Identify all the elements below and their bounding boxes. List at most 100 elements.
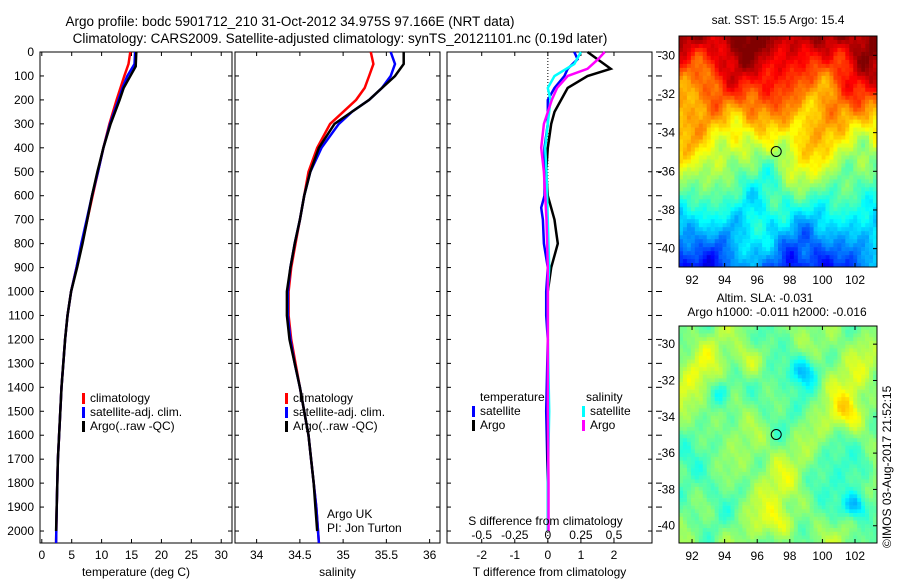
heatmap-cell	[825, 326, 830, 331]
heatmap-cell	[861, 408, 866, 413]
heatmap-cell	[766, 123, 771, 128]
heatmap-cell	[766, 195, 771, 200]
heatmap-cell	[805, 119, 810, 124]
y-tick-label: 1000	[7, 285, 34, 299]
heatmap-cell	[833, 199, 838, 204]
heatmap-cell	[679, 227, 684, 232]
heatmap-cell	[774, 374, 779, 379]
heatmap-cell	[837, 119, 842, 124]
heatmap-cell	[778, 175, 783, 180]
heatmap-cell	[738, 47, 743, 53]
heatmap-cell	[718, 393, 723, 398]
heatmap-cell	[738, 147, 743, 152]
heatmap-cell	[698, 119, 704, 124]
heatmap-cell	[778, 235, 783, 240]
heatmap-cell	[833, 329, 838, 334]
heatmap-cell	[679, 367, 684, 372]
heatmap-cell	[774, 412, 779, 417]
heatmap-cell	[718, 191, 723, 196]
heatmap-cell	[774, 127, 779, 132]
heatmap-cell	[837, 427, 842, 432]
x-tick-label: 102	[845, 273, 865, 287]
heatmap-cell	[821, 243, 826, 248]
heatmap-cell	[865, 195, 870, 200]
heatmap-cell	[738, 211, 743, 216]
heatmap-cell	[833, 231, 838, 236]
heatmap-cell	[718, 430, 723, 435]
heatmap-cell	[805, 337, 810, 342]
heatmap-cell	[766, 43, 771, 49]
heatmap-cell	[817, 183, 822, 188]
heatmap-cell	[833, 359, 838, 364]
figure-title: Argo profile: bodc 5901712_210 31-Oct-20…	[65, 14, 514, 29]
heatmap-cell	[845, 207, 850, 212]
heatmap-cell	[698, 337, 704, 342]
heatmap-cell	[817, 227, 822, 232]
heatmap-cell	[873, 51, 878, 57]
heatmap-cell	[857, 453, 862, 458]
heatmap-cell	[853, 441, 858, 447]
heatmap-cell	[821, 397, 826, 402]
heatmap-cell	[698, 393, 704, 398]
heatmap-cell	[730, 139, 735, 144]
heatmap-cell	[805, 139, 810, 144]
heatmap-cell	[702, 340, 708, 346]
heatmap-cell	[805, 155, 810, 160]
heatmap-cell	[766, 326, 771, 331]
heatmap-cell	[821, 119, 826, 124]
heatmap-cell	[861, 255, 866, 260]
heatmap-cell	[742, 79, 747, 85]
heatmap-cell	[837, 378, 842, 383]
heatmap-cell	[722, 167, 727, 172]
heatmap-cell	[734, 51, 739, 57]
heatmap-cell	[710, 151, 715, 156]
heatmap-cell	[690, 453, 696, 458]
heatmap-cell	[686, 191, 692, 196]
heatmap-cell	[722, 363, 727, 368]
heatmap-cell	[726, 203, 731, 208]
heatmap-cell	[837, 191, 842, 196]
heatmap-cell	[857, 355, 862, 360]
heatmap-cell	[841, 36, 846, 41]
heatmap-cell	[738, 155, 743, 160]
heatmap-cell	[762, 199, 767, 204]
heatmap-cell	[710, 430, 715, 435]
heatmap-cell	[833, 453, 838, 458]
heatmap-cell	[722, 333, 727, 338]
heatmap-cell	[857, 359, 862, 364]
heatmap-cell	[841, 203, 846, 208]
heatmap-cell	[754, 243, 759, 248]
heatmap-cell	[690, 71, 696, 77]
heatmap-cell	[754, 183, 759, 188]
heatmap-cell	[785, 445, 791, 450]
heatmap-cell	[873, 36, 878, 41]
heatmap-cell	[865, 79, 870, 85]
heatmap-cell	[694, 123, 700, 128]
heatmap-cell	[805, 382, 810, 387]
heatmap-cell	[750, 151, 755, 156]
heatmap-cell	[841, 340, 846, 346]
heatmap-cell	[774, 445, 779, 450]
heatmap-cell	[789, 135, 795, 140]
heatmap-cell	[857, 36, 862, 41]
heatmap-cell	[730, 239, 735, 244]
heatmap-cell	[774, 359, 779, 364]
heatmap-cell	[698, 131, 704, 136]
heatmap-cell	[778, 183, 783, 188]
heatmap-cell	[857, 382, 862, 387]
heatmap-cell	[710, 389, 715, 394]
heatmap-cell	[841, 326, 846, 331]
heatmap-cell	[849, 151, 854, 156]
heatmap-cell	[781, 67, 787, 73]
heatmap-cell	[706, 397, 711, 402]
heatmap-cell	[829, 55, 834, 61]
heatmap-cell	[853, 333, 858, 338]
heatmap-cell	[778, 385, 783, 390]
heatmap-cell	[754, 87, 759, 93]
heatmap-cell	[825, 131, 830, 136]
heatmap-cell	[793, 115, 799, 120]
heatmap-cell	[710, 211, 715, 216]
heatmap-cell	[821, 352, 826, 357]
heatmap-cell	[829, 111, 834, 116]
heatmap-cell	[817, 393, 822, 398]
